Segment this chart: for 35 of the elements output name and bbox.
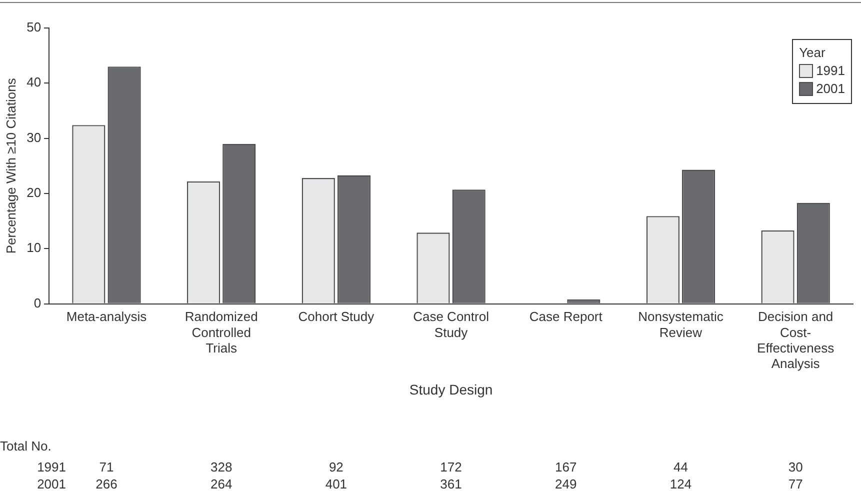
text: 328 xyxy=(210,460,232,475)
text: 30 xyxy=(788,460,803,475)
text: 361 xyxy=(440,476,462,491)
x-tick-label: Cohort Study xyxy=(298,309,375,324)
y-tick-label: 0 xyxy=(34,295,42,310)
text: 92 xyxy=(328,460,344,475)
legend-label: 1991 xyxy=(816,62,845,80)
x-tick-label: Decision and Cost-Effectiveness Analysis xyxy=(757,309,835,371)
text: 266 xyxy=(96,476,118,491)
text: 2001 xyxy=(37,476,66,491)
x-tick-label: Case Control Study xyxy=(413,309,490,340)
legend-label: 2001 xyxy=(816,80,845,98)
text: 172 xyxy=(440,460,462,475)
text: 77 xyxy=(788,476,803,491)
y-tick-label: 40 xyxy=(26,74,42,90)
text: 167 xyxy=(555,460,577,475)
text: 401 xyxy=(325,476,348,491)
text: 264 xyxy=(210,476,232,491)
x-tick-label: Meta-analysis xyxy=(66,309,148,324)
text: 124 xyxy=(670,476,692,491)
y-tick-label: 30 xyxy=(26,130,42,145)
x-axis-title: Study Design xyxy=(409,381,493,398)
text: 249 xyxy=(555,476,577,491)
legend-title: Year xyxy=(799,44,826,62)
text: Total No. xyxy=(0,438,52,454)
y-tick-label: 50 xyxy=(26,20,42,35)
text: 44 xyxy=(673,460,688,475)
y-tick-label: 10 xyxy=(26,240,42,256)
text: 71 xyxy=(99,460,114,475)
x-tick-label: Randomized Controlled Trials xyxy=(184,309,258,356)
y-axis-title: Percentage With ≥10 Citations xyxy=(3,78,18,254)
text: 1991 xyxy=(37,460,66,475)
y-tick-label: 20 xyxy=(26,185,42,200)
x-tick-label: Nonsystematic Review xyxy=(638,309,724,340)
x-tick-label: Case Report xyxy=(529,309,603,324)
